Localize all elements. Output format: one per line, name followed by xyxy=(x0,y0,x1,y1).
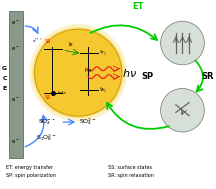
Text: SR: spin relaxation: SR: spin relaxation xyxy=(108,174,154,178)
Text: e$^{***}$: e$^{***}$ xyxy=(32,37,42,46)
Text: SS: SS xyxy=(44,39,51,44)
Circle shape xyxy=(161,88,204,132)
Circle shape xyxy=(29,24,127,121)
Text: e$^-$: e$^-$ xyxy=(11,138,20,146)
Text: G: G xyxy=(2,66,7,71)
Text: S$_2$O$_8^{2-}$: S$_2$O$_8^{2-}$ xyxy=(37,132,57,143)
Text: SO$_4^{2-}$: SO$_4^{2-}$ xyxy=(79,117,97,128)
Text: ET: energy transfer: ET: energy transfer xyxy=(6,165,53,170)
Text: SS: surface states: SS: surface states xyxy=(108,165,152,170)
Text: $h\nu$: $h\nu$ xyxy=(122,67,137,79)
Text: SS: SS xyxy=(44,95,51,100)
Circle shape xyxy=(35,29,122,116)
Text: Mn: Mn xyxy=(84,68,92,73)
Text: E: E xyxy=(3,86,7,91)
Circle shape xyxy=(161,21,204,65)
Text: e$^-$: e$^-$ xyxy=(11,19,20,27)
Text: e$^-$: e$^-$ xyxy=(11,45,20,53)
Text: SP: SP xyxy=(142,72,154,81)
Text: $^6A_1$: $^6A_1$ xyxy=(99,86,107,95)
Circle shape xyxy=(161,21,204,65)
Circle shape xyxy=(161,21,204,65)
Text: Ie: Ie xyxy=(68,42,73,47)
Text: SR: SR xyxy=(201,72,214,81)
Text: hole: hole xyxy=(57,91,66,95)
Circle shape xyxy=(161,88,204,132)
Circle shape xyxy=(32,27,124,118)
Text: $^4T_1$: $^4T_1$ xyxy=(99,48,107,58)
Text: e$^-$: e$^-$ xyxy=(11,96,20,104)
Text: SP: spin polarization: SP: spin polarization xyxy=(6,174,56,178)
Bar xyxy=(9,11,22,158)
Circle shape xyxy=(161,88,204,132)
Text: ET: ET xyxy=(132,2,143,12)
Text: SO$_4^{-\bullet}$: SO$_4^{-\bullet}$ xyxy=(38,117,56,127)
Text: C: C xyxy=(2,76,7,81)
